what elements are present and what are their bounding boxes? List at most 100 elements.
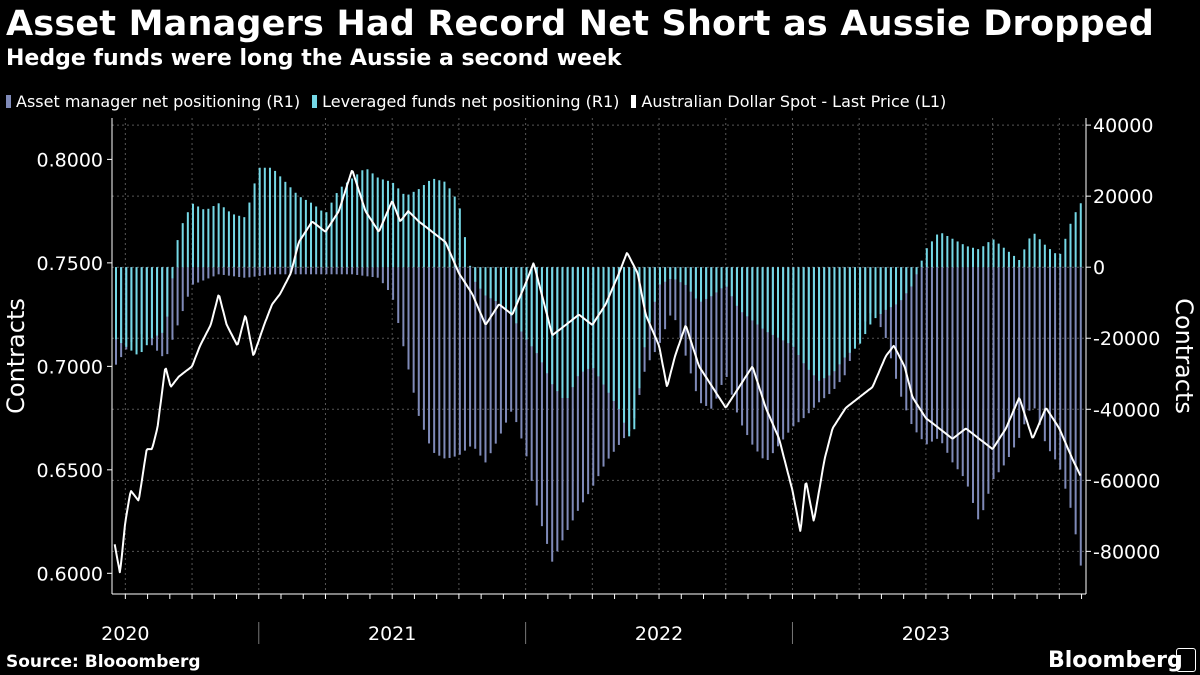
left-tick-label: 0.7500 bbox=[37, 253, 103, 275]
leveraged-funds-bar bbox=[946, 235, 949, 268]
leveraged-funds-bar bbox=[818, 267, 821, 381]
asset-manager-bar bbox=[351, 267, 354, 275]
leveraged-funds-bar bbox=[525, 267, 528, 340]
leveraged-funds-bar bbox=[191, 203, 194, 268]
asset-manager-bar bbox=[977, 267, 980, 520]
leveraged-funds-bar bbox=[746, 267, 749, 317]
asset-manager-bar bbox=[930, 267, 933, 442]
asset-manager-bar bbox=[1013, 267, 1016, 448]
leveraged-funds-bar bbox=[987, 242, 990, 268]
asset-manager-bar bbox=[463, 267, 466, 451]
leveraged-funds-bar bbox=[1033, 233, 1036, 268]
asset-manager-bar bbox=[776, 267, 779, 447]
asset-manager-bar bbox=[961, 267, 964, 477]
leveraged-funds-bar bbox=[320, 210, 323, 268]
leveraged-funds-bar bbox=[705, 267, 708, 299]
leveraged-funds-bar bbox=[823, 267, 826, 379]
leveraged-funds-bar bbox=[859, 267, 862, 344]
legend-item-leveraged-funds: Leveraged funds net positioning (R1) bbox=[312, 92, 619, 111]
legend-label-leveraged-funds: Leveraged funds net positioning (R1) bbox=[322, 91, 620, 111]
leveraged-funds-bar bbox=[458, 208, 461, 268]
left-tick-label: 0.6500 bbox=[37, 460, 103, 482]
leveraged-funds-bar bbox=[997, 243, 1000, 268]
leveraged-funds-bar bbox=[279, 176, 282, 268]
leveraged-funds-bar bbox=[587, 267, 590, 369]
leveraged-funds-bar bbox=[566, 267, 569, 399]
leveraged-funds-bar bbox=[776, 267, 779, 338]
asset-manager-bar bbox=[1028, 267, 1031, 411]
asset-manager-bar bbox=[186, 267, 189, 297]
asset-manager-bar bbox=[751, 267, 754, 445]
leveraged-funds-bar bbox=[1028, 238, 1031, 268]
leveraged-funds-bar bbox=[474, 267, 477, 282]
chart-title: Asset Managers Had Record Net Short as A… bbox=[6, 4, 1154, 44]
leveraged-funds-bar bbox=[756, 267, 759, 325]
asset-manager-bar bbox=[889, 267, 892, 359]
asset-manager-bar bbox=[1043, 267, 1046, 442]
leveraged-funds-bar bbox=[361, 170, 364, 268]
leveraged-funds-bar bbox=[520, 267, 523, 332]
leveraged-funds-bar bbox=[961, 244, 964, 268]
legend: Asset manager net positioning (R1) Lever… bbox=[6, 90, 958, 112]
leveraged-funds-bar bbox=[161, 267, 164, 333]
legend-item-aud-spot: Australian Dollar Spot - Last Price (L1) bbox=[631, 92, 946, 111]
asset-manager-bar bbox=[705, 267, 708, 406]
leveraged-funds-bar bbox=[1023, 249, 1026, 268]
leveraged-funds-bar bbox=[941, 233, 944, 268]
leveraged-funds-bar bbox=[715, 267, 718, 293]
asset-manager-bar bbox=[422, 267, 425, 430]
asset-manager-bar bbox=[417, 267, 420, 416]
leveraged-funds-bar bbox=[720, 267, 723, 289]
asset-manager-bar bbox=[330, 267, 333, 275]
asset-manager-bar bbox=[946, 267, 949, 453]
asset-manager-bar bbox=[458, 267, 461, 455]
asset-manager-bar bbox=[310, 267, 313, 275]
asset-manager-bar bbox=[171, 267, 174, 340]
asset-manager-bar bbox=[956, 267, 959, 470]
asset-manager-bar bbox=[694, 267, 697, 392]
leveraged-funds-bar bbox=[448, 188, 451, 268]
leveraged-funds-bar bbox=[741, 267, 744, 313]
leveraged-funds-bar bbox=[782, 267, 785, 341]
asset-manager-bar bbox=[258, 267, 261, 276]
asset-manager-bar bbox=[971, 267, 974, 503]
leveraged-funds-bar bbox=[628, 267, 631, 437]
asset-manager-bar bbox=[669, 267, 672, 316]
asset-manager-bar bbox=[571, 267, 574, 521]
asset-manager-bar bbox=[766, 267, 769, 460]
asset-manager-bar bbox=[499, 267, 502, 434]
asset-manager-bar bbox=[566, 267, 569, 530]
leveraged-funds-bar bbox=[802, 267, 805, 364]
leveraged-funds-bar bbox=[694, 267, 697, 299]
asset-manager-bar bbox=[433, 267, 436, 453]
leveraged-funds-bar bbox=[971, 247, 974, 268]
asset-manager-bar bbox=[992, 267, 995, 480]
axes bbox=[107, 118, 1091, 644]
leveraged-funds-bar bbox=[304, 199, 307, 268]
asset-manager-bar bbox=[279, 267, 282, 275]
leveraged-funds-bar bbox=[623, 267, 626, 423]
leveraged-funds-bar bbox=[356, 174, 359, 268]
legend-swatch-aud-spot bbox=[631, 94, 637, 108]
asset-manager-bar bbox=[664, 267, 667, 330]
leveraged-funds-bar bbox=[535, 267, 538, 354]
leveraged-funds-bar bbox=[612, 267, 615, 401]
leveraged-funds-bar bbox=[310, 202, 313, 268]
leveraged-funds-bar bbox=[274, 170, 277, 268]
leveraged-funds-bar bbox=[1079, 203, 1082, 268]
right-tick-label: -80000 bbox=[1093, 541, 1160, 563]
left-tick-label: 0.7000 bbox=[37, 356, 103, 378]
leveraged-funds-bar bbox=[787, 267, 790, 344]
asset-manager-bar bbox=[1007, 267, 1010, 458]
asset-manager-bar bbox=[263, 267, 266, 276]
leveraged-funds-bar bbox=[505, 267, 508, 311]
leveraged-funds-bar bbox=[992, 239, 995, 268]
asset-manager-bar bbox=[397, 267, 400, 324]
leveraged-funds-bar bbox=[428, 180, 431, 268]
leveraged-funds-bar bbox=[530, 267, 533, 347]
leveraged-funds-bar bbox=[115, 267, 118, 340]
asset-manager-bar bbox=[551, 267, 554, 562]
asset-manager-bar bbox=[268, 267, 271, 275]
right-tick-label: 40000 bbox=[1093, 115, 1153, 137]
